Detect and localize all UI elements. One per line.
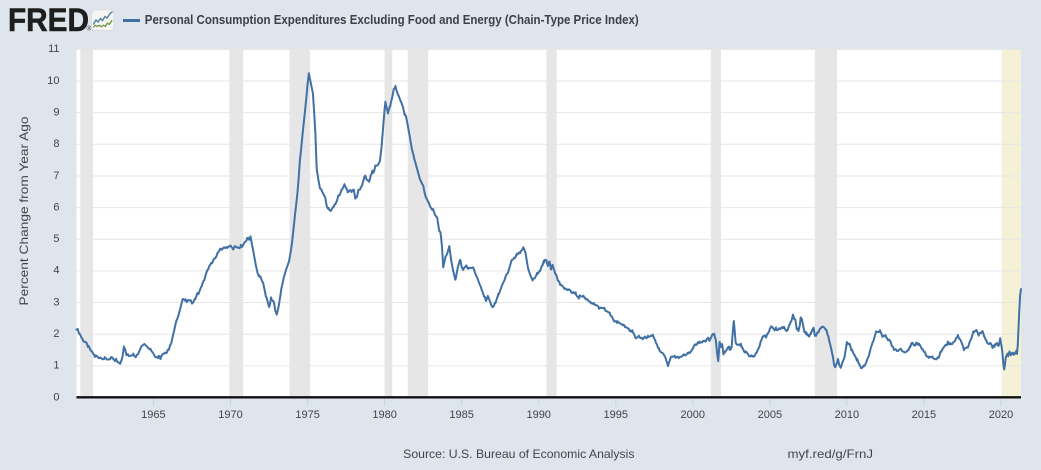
- svg-text:11: 11: [48, 43, 59, 55]
- svg-text:FRED: FRED: [8, 2, 89, 38]
- svg-text:3: 3: [53, 296, 59, 308]
- svg-text:1970: 1970: [218, 409, 242, 421]
- svg-text:5: 5: [53, 233, 59, 245]
- svg-text:1: 1: [53, 360, 59, 372]
- svg-text:0: 0: [53, 391, 59, 403]
- svg-text:Percent Change from Year Ago: Percent Change from Year Ago: [17, 116, 31, 305]
- svg-text:®: ®: [87, 25, 92, 33]
- svg-text:8: 8: [53, 138, 59, 150]
- svg-text:2005: 2005: [758, 409, 782, 421]
- svg-text:myf.red/g/FrnJ: myf.red/g/FrnJ: [788, 447, 874, 461]
- svg-text:1965: 1965: [141, 409, 165, 421]
- svg-text:1985: 1985: [449, 409, 473, 421]
- svg-text:10: 10: [47, 75, 59, 87]
- svg-text:7: 7: [53, 170, 59, 182]
- svg-text:1990: 1990: [526, 409, 550, 421]
- svg-text:1975: 1975: [295, 409, 319, 421]
- svg-text:6: 6: [53, 201, 59, 213]
- svg-text:4: 4: [53, 265, 59, 277]
- svg-text:2: 2: [53, 328, 59, 340]
- svg-text:2020: 2020: [989, 409, 1013, 421]
- svg-text:Personal Consumption Expenditu: Personal Consumption Expenditures Exclud…: [145, 12, 639, 27]
- svg-text:1995: 1995: [604, 409, 628, 421]
- svg-text:2010: 2010: [835, 409, 859, 421]
- svg-text:Source: U.S. Bureau of Economi: Source: U.S. Bureau of Economic Analysis: [403, 447, 634, 461]
- svg-text:2000: 2000: [681, 409, 705, 421]
- svg-text:1980: 1980: [372, 409, 396, 421]
- svg-text:9: 9: [53, 107, 59, 119]
- svg-text:2015: 2015: [912, 409, 936, 421]
